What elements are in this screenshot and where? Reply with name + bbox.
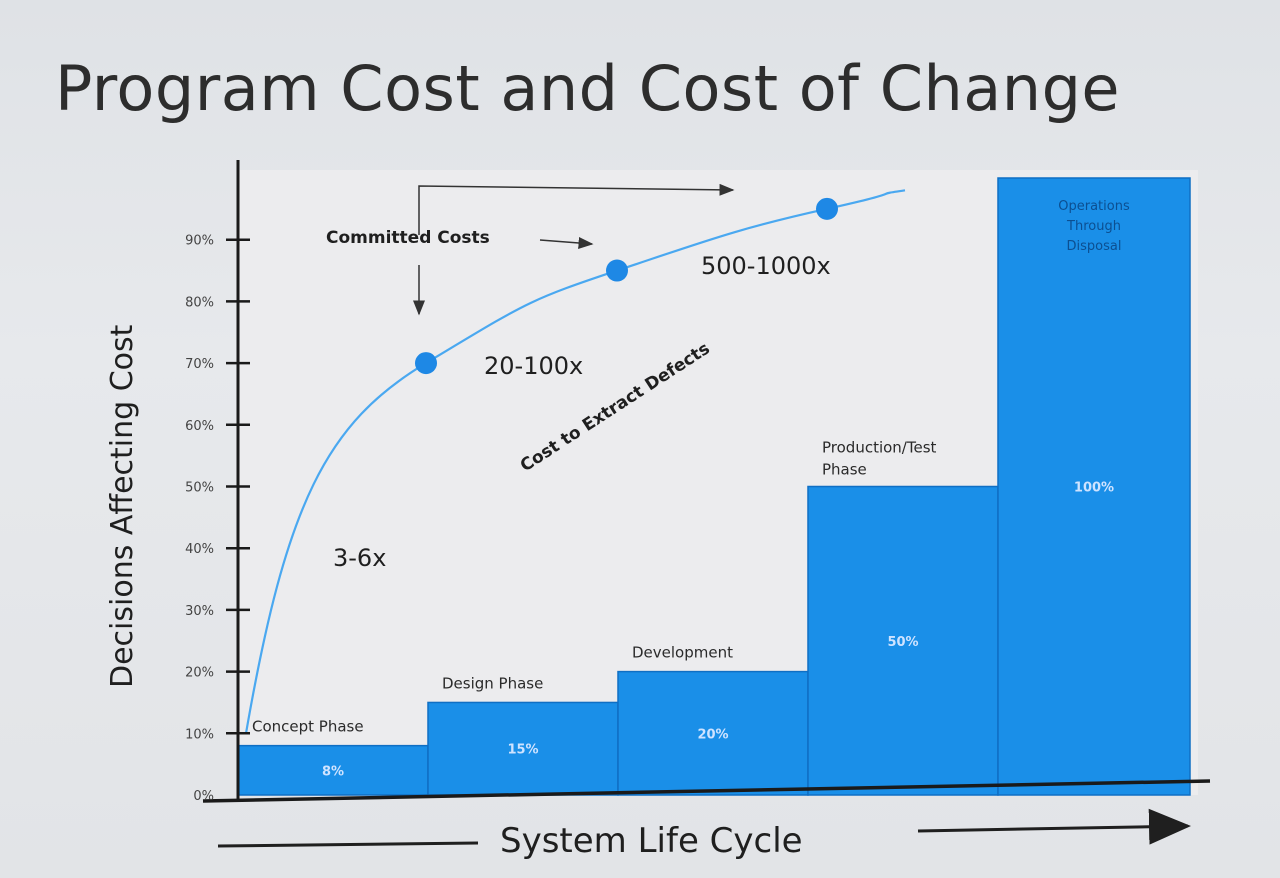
- slide-title: Program Cost and Cost of Change: [55, 52, 1121, 125]
- y-tick-label-4: 40%: [185, 542, 214, 557]
- committed-right-arrow: [539, 236, 594, 249]
- x-axis-line: [202, 779, 1211, 803]
- y-tick-label-0: 0%: [193, 789, 214, 804]
- bar-value-label-2: 20%: [697, 727, 728, 742]
- bars-layer: 8% Concept Phase 15% Design Phase 20% Develop…: [237, 177, 1191, 796]
- y-tick-label-1: 10%: [185, 727, 214, 742]
- y-axis-title: Decisions Affecting Cost: [105, 324, 140, 688]
- committed-costs-label: Committed Costs: [326, 228, 490, 248]
- y-tick-label-9: 90%: [185, 234, 214, 249]
- curve-layer: [244, 189, 906, 734]
- category-label-1: Design Phase: [442, 674, 543, 692]
- y-tick-label-8: 80%: [185, 295, 214, 310]
- multiplier-3-6x: 3-6x: [333, 544, 386, 572]
- bar-value-label-3: 50%: [887, 635, 918, 650]
- curve-point-2: [606, 259, 628, 282]
- category-label-3: Production/Test Phase: [822, 439, 937, 479]
- multiplier-20-100x: 20-100x: [484, 352, 583, 380]
- y-tick-label-3: 30%: [185, 604, 214, 619]
- bar-2: [617, 670, 809, 796]
- y-tick-label-5: 50%: [185, 481, 214, 496]
- committed-top-arrow: [418, 183, 735, 235]
- committed-costs-curve: [244, 189, 906, 734]
- bar-3: [807, 485, 999, 796]
- category-label-2: Development: [632, 644, 733, 662]
- y-tick-label-2: 20%: [185, 666, 214, 681]
- category-label-4: Operations Through Disposal: [1058, 199, 1130, 254]
- bar-value-label-0: 8%: [322, 764, 344, 779]
- bar-4: [997, 177, 1191, 796]
- axis-layer: 0% 10% 20% 30% 40% 50% 60% 70% 80% 90%: [185, 160, 1211, 804]
- bar-value-label-4: 100%: [1074, 481, 1114, 496]
- x-axis-left-rule: [217, 841, 479, 848]
- y-tick-label-7: 70%: [185, 357, 214, 372]
- y-tick-label-6: 60%: [185, 419, 214, 434]
- curve-point-1: [415, 352, 437, 375]
- bar-0: [237, 744, 429, 796]
- category-label-0: Concept Phase: [252, 718, 364, 736]
- x-axis-title: System Life Cycle: [500, 821, 803, 861]
- multiplier-500-1000x: 500-1000x: [701, 252, 831, 280]
- curve-point-3: [816, 197, 838, 220]
- x-axis-right-arrow: [917, 808, 1191, 845]
- bar-value-label-1: 15%: [507, 743, 538, 758]
- bar-1: [427, 701, 619, 796]
